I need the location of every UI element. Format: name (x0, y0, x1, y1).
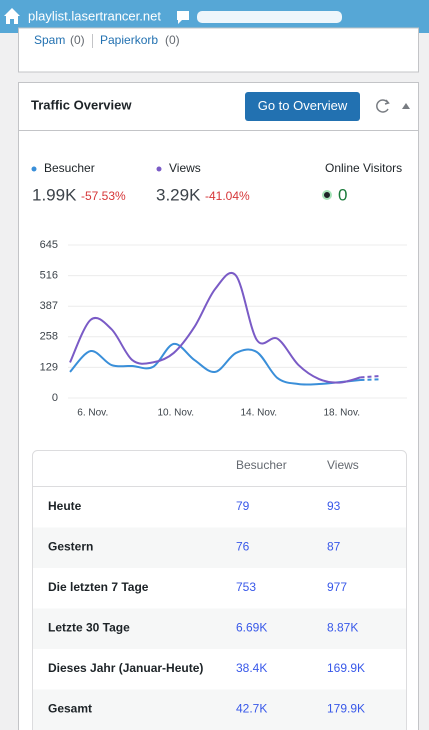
table (32, 450, 407, 730)
cell-value: 87 (327, 540, 341, 554)
count: (0) (70, 33, 85, 47)
row-label: Letzte 30 Tage (48, 621, 130, 635)
legend-label: Views (169, 161, 201, 175)
cell-value: 8.87K (327, 621, 358, 635)
legend-dot (31, 166, 37, 172)
refresh-icon[interactable] (376, 99, 390, 113)
table-body: Heute 79 93 Gestern 76 87 Die letzten 7 Tage 75… (33, 499, 406, 730)
x-tick-label: 6. Nov. (77, 408, 108, 419)
x-tick-label: 10. Nov. (158, 408, 195, 419)
cell-value: 6.69K (236, 621, 267, 635)
row-label: Gestern (48, 540, 93, 554)
y-tick-label: 387 (40, 300, 58, 312)
cell-value: 42.7K (236, 702, 267, 716)
row-label: Dieses Jahr (Januar-Heute) (48, 661, 203, 675)
chart: 0 129 258 387 516 645 6. Nov. 10. Nov. 14. Nov. 1… (40, 239, 407, 419)
cell-value: 169.9K (327, 661, 365, 675)
total-value: 1.99K (32, 185, 77, 204)
site-name[interactable]: playlist.lasertrancer.net (28, 8, 161, 23)
x-tick-label: 18. Nov. (324, 408, 361, 419)
series-line (69, 271, 361, 384)
comments-panel (18, 27, 419, 73)
y-tick-label: 258 (40, 331, 58, 343)
legend-dot (156, 166, 162, 172)
row-background (33, 527, 406, 568)
cell-value: 38.4K (236, 661, 267, 675)
obscured-text (197, 11, 342, 23)
row-background (33, 608, 406, 649)
total-change: -57.53% (81, 189, 126, 203)
total-value: 3.29K (156, 185, 201, 204)
collapse-toggle[interactable] (402, 103, 410, 109)
y-tick-label: 645 (40, 239, 58, 251)
y-tick-label: 129 (40, 361, 58, 373)
series-line (69, 342, 361, 386)
widget-title: Traffic Overview (31, 97, 132, 112)
series-line-projection (360, 374, 382, 379)
total-change: -41.04% (205, 189, 250, 203)
button-label[interactable]: Go to Overview (258, 98, 348, 113)
online-value: 0 (338, 185, 347, 204)
overview-button[interactable] (245, 92, 360, 121)
home-icon[interactable] (4, 8, 20, 24)
row-label: Die letzten 7 Tage (48, 580, 149, 594)
series-line-projection (360, 378, 382, 381)
x-tick-label: 14. Nov. (241, 408, 278, 419)
y-tick-label: 516 (40, 270, 58, 282)
cell-value: 76 (236, 540, 250, 554)
column-header: Views (327, 458, 359, 472)
row-background (33, 689, 406, 730)
cell-value: 79 (236, 499, 250, 513)
y-tick-label: 0 (52, 392, 58, 404)
cell-value: 753 (236, 580, 256, 594)
cell-value: 977 (327, 580, 347, 594)
count: (0) (165, 33, 180, 47)
online-label: Online Visitors (325, 161, 402, 175)
cell-value: 179.9K (327, 702, 365, 716)
legend-label: Besucher (44, 161, 95, 175)
online-dot (322, 190, 332, 200)
link[interactable]: Spam (34, 33, 65, 47)
link[interactable]: Papierkorb (100, 33, 158, 47)
row-label: Gesamt (48, 702, 92, 716)
column-header: Besucher (236, 458, 287, 472)
row-label: Heute (48, 499, 82, 513)
comment-icon[interactable] (177, 11, 189, 24)
cell-value: 93 (327, 499, 341, 513)
